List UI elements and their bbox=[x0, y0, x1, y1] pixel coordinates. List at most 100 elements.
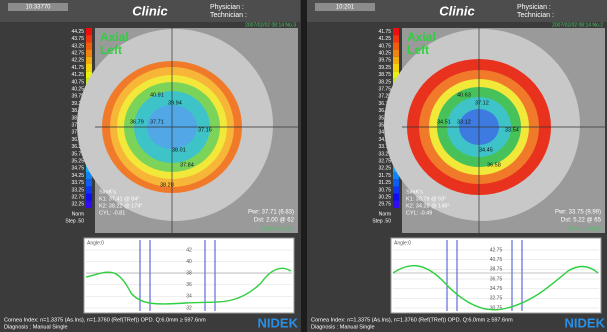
reading: CYL: -0.81 bbox=[99, 210, 125, 216]
scale-label: 40.75 bbox=[378, 43, 391, 49]
map-value: 38.28 bbox=[160, 182, 174, 188]
scale-swatch bbox=[86, 201, 92, 208]
map-value: 37.84 bbox=[180, 162, 194, 168]
map-value: 34.45 bbox=[479, 147, 493, 153]
scale-footer: Norm bbox=[379, 211, 391, 217]
reading: SimK's bbox=[406, 189, 423, 195]
scale-label: 41.25 bbox=[378, 36, 391, 42]
time: 10:201 bbox=[336, 5, 355, 11]
scale-swatch bbox=[393, 28, 399, 35]
logo: NIDEK bbox=[258, 315, 299, 330]
map-value: 36.79 bbox=[130, 119, 144, 125]
reading: K1: 33.79 @ 59° bbox=[406, 196, 447, 202]
scale-label: 39.25 bbox=[378, 65, 391, 71]
scale-label: 32.25 bbox=[71, 202, 84, 208]
scale-label: 32.75 bbox=[378, 159, 391, 165]
graph-tick: 38.75 bbox=[490, 267, 503, 273]
scale-label: 35.25 bbox=[71, 159, 84, 165]
date: 2007/02/02 08:14 No.2 bbox=[552, 22, 603, 28]
graph-tick: 40.75 bbox=[490, 257, 503, 263]
logo: NIDEK bbox=[565, 315, 606, 330]
physician: Physician : bbox=[210, 4, 244, 11]
scale-swatch bbox=[393, 42, 399, 49]
footer-text: Cornea Index: n=1.3375 (As.Ins), n=1.376… bbox=[4, 317, 206, 323]
map-title: Axial bbox=[407, 30, 436, 44]
scale-label: 39.75 bbox=[378, 58, 391, 64]
map-value: 36.58 bbox=[487, 162, 501, 168]
map-value: 33.54 bbox=[505, 127, 519, 133]
scale-label: 42.25 bbox=[71, 58, 84, 64]
graph-tick: 42 bbox=[186, 247, 192, 253]
map-value: 40.63 bbox=[457, 92, 471, 98]
scale-label: 30.75 bbox=[378, 187, 391, 193]
map-value: 34.51 bbox=[437, 119, 451, 125]
scale-label: 32.75 bbox=[71, 195, 84, 201]
scale-swatch bbox=[86, 50, 92, 57]
graph-tick: 36.75 bbox=[490, 276, 503, 282]
divider bbox=[301, 0, 307, 332]
reading: K2: 38.22 @ 174° bbox=[99, 203, 143, 209]
map-value: 37.71 bbox=[150, 119, 164, 125]
graph-tick: 36 bbox=[186, 282, 192, 288]
scale-label: 33.25 bbox=[71, 187, 84, 193]
scale-label: 40.25 bbox=[71, 87, 84, 93]
angle: Angle:0 bbox=[87, 240, 104, 246]
reading: K2: 34.28 @ 149° bbox=[406, 203, 450, 209]
scale-label: 42.75 bbox=[71, 51, 84, 57]
scale-swatch bbox=[86, 186, 92, 193]
scale-label: 41.75 bbox=[378, 29, 391, 35]
reading: CYL: -0.49 bbox=[406, 210, 432, 216]
scale-label: 33.75 bbox=[71, 180, 84, 186]
map-title: Axial bbox=[100, 30, 129, 44]
scale-label: 31.25 bbox=[378, 180, 391, 186]
graph-tick: 42.75 bbox=[490, 247, 503, 253]
scale-swatch bbox=[393, 194, 399, 201]
scale-swatch bbox=[393, 179, 399, 186]
scale-label: 34.75 bbox=[71, 166, 84, 172]
scale-label: 40.25 bbox=[378, 51, 391, 57]
scale-swatch bbox=[393, 64, 399, 71]
scale-label: 30.25 bbox=[378, 195, 391, 201]
scale-swatch bbox=[86, 42, 92, 49]
scale-label: 44.25 bbox=[71, 29, 84, 35]
map-value: 33.12 bbox=[457, 119, 471, 125]
date: 2007/02/02 08:14 No.3 bbox=[245, 22, 296, 28]
time: 10:33770 bbox=[25, 5, 51, 11]
scale-swatch bbox=[393, 57, 399, 64]
scale-footer: Step .50 bbox=[65, 218, 84, 224]
scale-label: 43.25 bbox=[71, 43, 84, 49]
scale-label: 32.25 bbox=[378, 166, 391, 172]
offset: Offset: 0.00@0 bbox=[567, 226, 601, 232]
clinic: Clinic bbox=[132, 3, 168, 18]
scale-swatch bbox=[86, 28, 92, 35]
reading: Pwr: 37.71 (6.83) bbox=[248, 210, 294, 216]
graph-tick: 32 bbox=[186, 305, 192, 311]
scale-swatch bbox=[393, 35, 399, 42]
scale-swatch bbox=[86, 179, 92, 186]
scale-label: 41.25 bbox=[71, 72, 84, 78]
footer-text: Diagnosis : Manual Single bbox=[311, 324, 375, 330]
graph-tick: 34.75 bbox=[490, 286, 503, 292]
map-value: 40.91 bbox=[150, 92, 164, 98]
screen: 10:33770ClinicPhysician :Technician :200… bbox=[0, 0, 607, 332]
map-title: Left bbox=[407, 43, 429, 57]
scale-swatch bbox=[86, 194, 92, 201]
scale-label: 40.75 bbox=[71, 79, 84, 85]
graph-tick: 32.75 bbox=[490, 296, 503, 302]
scale-label: 29.75 bbox=[378, 202, 391, 208]
technician: Technician : bbox=[517, 12, 554, 19]
scale-swatch bbox=[393, 201, 399, 208]
graph-tick: 38 bbox=[186, 271, 192, 277]
scale-footer: Step .50 bbox=[372, 218, 391, 224]
reading: Dst: 2.00 @ 62 bbox=[254, 218, 295, 224]
footer-text: Diagnosis : Manual Single bbox=[4, 324, 68, 330]
technician: Technician : bbox=[210, 12, 247, 19]
scale-swatch bbox=[86, 35, 92, 42]
scale-label: 41.75 bbox=[71, 65, 84, 71]
graph-tick: 40 bbox=[186, 259, 192, 265]
map-title: Left bbox=[100, 43, 122, 57]
reading: K1: 37.41 @ 84° bbox=[99, 196, 140, 202]
scale-label: 31.75 bbox=[378, 173, 391, 179]
clinic: Clinic bbox=[439, 3, 475, 18]
scale-label: 37.75 bbox=[378, 87, 391, 93]
